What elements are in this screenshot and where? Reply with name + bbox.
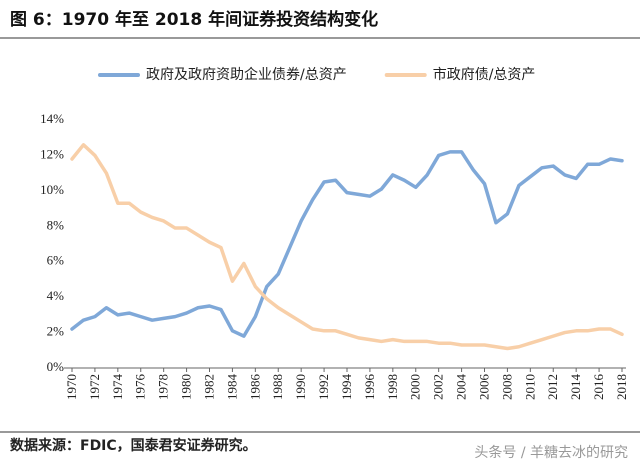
y-tick-label: 6% [47,253,65,268]
y-tick-label: 12% [40,146,64,161]
x-tick-label: 2014 [568,374,583,401]
x-tick-label: 2000 [408,374,423,400]
x-tick-label: 1990 [293,374,308,400]
y-tick-label: 2% [47,324,65,339]
x-tick-label: 1974 [110,374,125,401]
legend-label: 市政府债/总资产 [433,66,536,83]
x-tick-label: 2004 [454,374,469,401]
x-tick-label: 2018 [614,374,629,400]
x-tick-label: 1992 [316,374,331,400]
series-line [70,150,624,338]
watermark: 头条号 / 羊糖去冰的研究 [474,444,628,461]
y-tick-label: 14% [40,111,64,126]
x-tick-label: 1978 [156,374,171,400]
x-tick-label: 1982 [201,374,216,400]
x-tick-label: 2012 [545,374,560,400]
y-tick-label: 4% [47,288,65,303]
x-tick-label: 1980 [179,374,194,400]
x-tick-label: 1994 [339,374,354,401]
x-tick-label: 2016 [591,374,606,401]
x-tick-label: 2008 [499,374,514,400]
chart-title: 图 6：1970 年至 2018 年间证券投资结构变化 [10,9,378,30]
y-tick-label: 8% [47,217,65,232]
x-tick-label: 2006 [476,374,491,401]
legend-label: 政府及政府资助企业债券/总资产 [146,66,347,83]
x-tick-label: 1972 [87,374,102,400]
x-tick-label: 2002 [431,374,446,400]
x-tick-label: 1986 [247,374,262,401]
x-tick-label: 1988 [270,374,285,400]
x-tick-label: 1998 [385,374,400,400]
y-tick-label: 0% [47,359,65,374]
x-tick-label: 1976 [133,374,148,401]
series-line [70,143,624,351]
x-tick-label: 1970 [64,374,79,400]
x-tick-label: 1984 [224,374,239,401]
x-tick-label: 2010 [522,374,537,400]
y-tick-label: 10% [40,182,64,197]
source: 数据来源：FDIC，国泰君安证券研究。 [10,437,257,454]
x-tick-label: 1996 [362,374,377,401]
